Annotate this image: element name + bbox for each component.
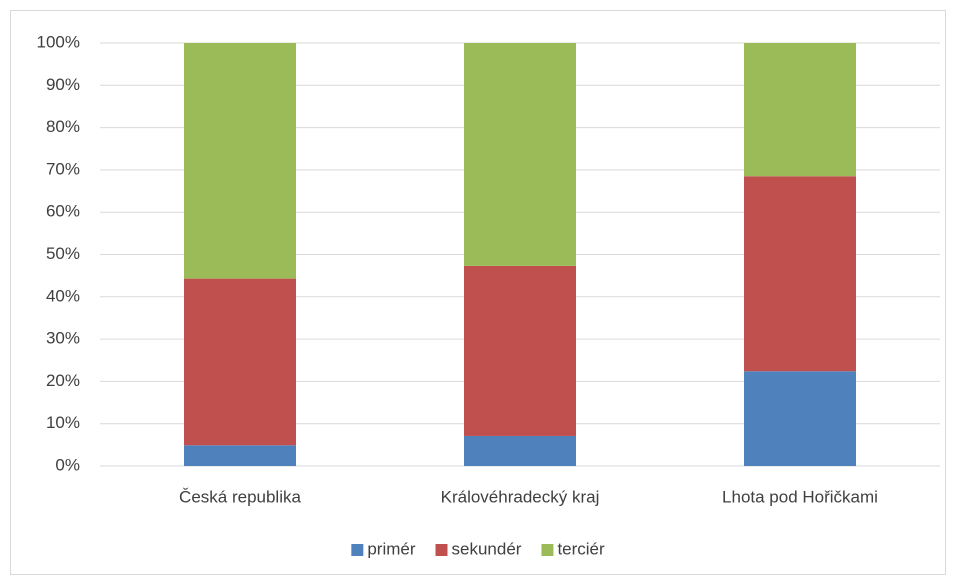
x-tick-label: Česká republika xyxy=(179,487,301,506)
legend-swatch xyxy=(351,544,364,556)
y-tick-label: 90% xyxy=(46,75,80,94)
bar-segment xyxy=(184,445,296,466)
x-tick-label: Lhota pod Hořičkami xyxy=(722,487,878,506)
y-tick-label: 30% xyxy=(46,329,80,348)
legend-label: terciér xyxy=(557,539,605,558)
x-tick-label: Královéhradecký kraj xyxy=(441,487,600,506)
bar-segment xyxy=(464,265,576,436)
legend-swatch xyxy=(541,544,554,556)
y-tick-label: 80% xyxy=(46,117,80,136)
y-tick-label: 50% xyxy=(46,244,80,263)
y-tick-label: 60% xyxy=(46,202,80,221)
bar-segment xyxy=(184,278,296,446)
bar-segment xyxy=(184,43,296,279)
bar-segment xyxy=(744,43,856,177)
bar-segment xyxy=(464,43,576,266)
y-tick-label: 40% xyxy=(46,286,80,305)
y-tick-label: 10% xyxy=(46,413,80,432)
legend-label: sekundér xyxy=(452,539,522,558)
legend-swatch xyxy=(435,544,448,556)
y-tick-label: 0% xyxy=(55,455,80,474)
bar-segment xyxy=(744,371,856,466)
y-tick-label: 100% xyxy=(37,32,80,51)
bar-segment xyxy=(464,435,576,466)
legend-label: primér xyxy=(367,539,416,558)
y-tick-label: 20% xyxy=(46,371,80,390)
y-tick-label: 70% xyxy=(46,159,80,178)
bar-segment xyxy=(744,176,856,372)
